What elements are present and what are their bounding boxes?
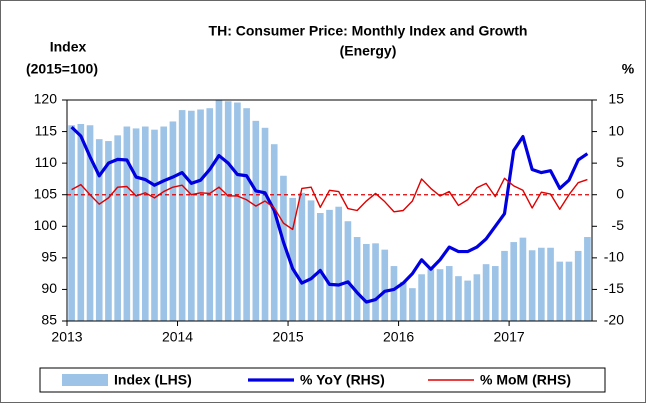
bar bbox=[188, 110, 195, 321]
bar bbox=[482, 264, 490, 321]
bar bbox=[473, 274, 481, 321]
bar bbox=[455, 276, 462, 321]
plot-frame bbox=[66, 99, 593, 322]
y-tick-label: 85 bbox=[41, 312, 57, 328]
legend-label: % YoY (RHS) bbox=[300, 372, 385, 388]
bar bbox=[270, 144, 278, 321]
y2-tick-label: 15 bbox=[608, 91, 624, 107]
legend-box bbox=[39, 367, 606, 393]
bar bbox=[491, 266, 499, 321]
bar bbox=[418, 274, 425, 321]
y2-tick-label: 5 bbox=[616, 154, 624, 170]
x-tick-label: 2014 bbox=[162, 329, 193, 345]
y2-tick-label: -10 bbox=[604, 249, 624, 265]
bar bbox=[399, 281, 407, 321]
y2-tick-label: -15 bbox=[604, 280, 624, 296]
y2-tick-label: 10 bbox=[608, 122, 624, 138]
y2-tick-label: -20 bbox=[604, 312, 624, 328]
y2-tick-label: -5 bbox=[612, 217, 625, 233]
x-tick-label: 2017 bbox=[494, 329, 525, 345]
bar bbox=[307, 200, 315, 321]
bar bbox=[344, 221, 352, 321]
bar bbox=[252, 120, 260, 321]
y-tick-label: 95 bbox=[41, 249, 57, 265]
bar bbox=[363, 243, 370, 321]
bar bbox=[298, 192, 306, 321]
bar bbox=[510, 242, 518, 321]
y2-axis-label: % bbox=[622, 61, 635, 77]
bar bbox=[353, 237, 361, 321]
bar bbox=[178, 110, 186, 321]
bar bbox=[584, 237, 591, 321]
bar bbox=[123, 126, 131, 322]
bar bbox=[215, 100, 223, 321]
y-tick-label: 105 bbox=[34, 185, 58, 201]
legend-swatch bbox=[62, 374, 108, 386]
bar bbox=[556, 261, 564, 321]
bar bbox=[114, 135, 121, 321]
bar bbox=[335, 206, 343, 321]
bar bbox=[169, 121, 177, 322]
bar bbox=[280, 175, 287, 321]
bar bbox=[160, 126, 168, 322]
y-axis-label: (2015=100) bbox=[26, 61, 98, 77]
bar bbox=[289, 197, 296, 321]
bar bbox=[261, 127, 269, 321]
bar bbox=[68, 125, 75, 321]
line bbox=[70, 125, 589, 304]
bar bbox=[538, 247, 545, 321]
bar bbox=[501, 250, 508, 321]
y-tick-label: 110 bbox=[35, 154, 58, 170]
bar bbox=[326, 209, 333, 321]
bar bbox=[547, 247, 554, 321]
chart-title: (Energy) bbox=[340, 43, 397, 59]
x-tick-label: 2016 bbox=[383, 329, 414, 345]
bar bbox=[464, 280, 471, 321]
bar bbox=[95, 139, 103, 321]
bar bbox=[243, 108, 250, 321]
legend-label: Index (LHS) bbox=[114, 372, 192, 388]
bar bbox=[132, 128, 140, 321]
bar bbox=[316, 213, 324, 321]
bar bbox=[445, 266, 453, 321]
bar bbox=[409, 288, 416, 321]
y-tick-label: 120 bbox=[34, 91, 58, 107]
bar bbox=[574, 250, 582, 321]
bar bbox=[206, 108, 214, 321]
y-tick-label: 100 bbox=[34, 217, 58, 233]
legend-label: % MoM (RHS) bbox=[480, 372, 571, 388]
bar bbox=[105, 141, 112, 321]
bar bbox=[427, 269, 435, 321]
bar bbox=[390, 266, 398, 321]
y-tick-label: 90 bbox=[41, 280, 57, 296]
bar bbox=[151, 129, 158, 321]
bar bbox=[381, 249, 389, 321]
y2-tick-label: 0 bbox=[616, 185, 624, 201]
bar bbox=[224, 101, 232, 322]
bar bbox=[372, 243, 379, 321]
line bbox=[71, 177, 588, 231]
x-tick-label: 2013 bbox=[51, 329, 82, 345]
y-axis-label: Index bbox=[50, 39, 87, 55]
bar bbox=[197, 109, 204, 321]
bar bbox=[77, 123, 85, 321]
bar bbox=[436, 269, 444, 321]
bar bbox=[141, 126, 149, 322]
bar bbox=[528, 250, 536, 321]
bar bbox=[519, 237, 527, 321]
y-tick-label: 115 bbox=[35, 122, 58, 138]
bar bbox=[86, 125, 94, 321]
x-tick-label: 2015 bbox=[272, 329, 303, 345]
chart-title: TH: Consumer Price: Monthly Index and Gr… bbox=[209, 23, 528, 39]
bar bbox=[565, 261, 573, 321]
bar bbox=[234, 102, 241, 321]
